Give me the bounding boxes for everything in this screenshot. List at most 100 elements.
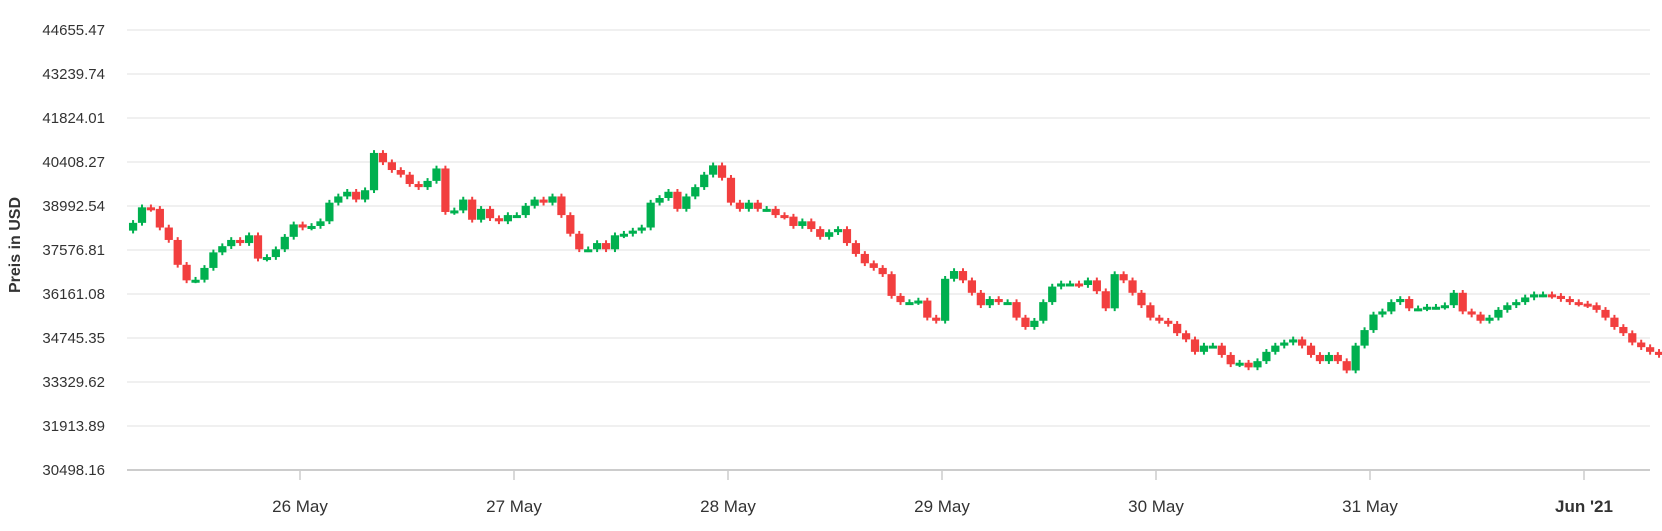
- candle-down: [1092, 277, 1101, 295]
- y-tick-label: 43239.74: [42, 66, 105, 83]
- y-tick-label: 36161.08: [42, 286, 105, 303]
- candle-body: [1271, 345, 1280, 352]
- candle-up: [271, 246, 280, 260]
- candle-up: [521, 202, 530, 218]
- candle-body: [396, 170, 405, 175]
- candle-up: [1253, 358, 1262, 371]
- candle-down: [1217, 342, 1226, 358]
- candle-down: [1458, 289, 1467, 315]
- candle-body: [1119, 274, 1128, 281]
- candle-body: [325, 202, 334, 222]
- candle-up: [137, 204, 147, 226]
- candle-up: [289, 221, 298, 240]
- candle-body: [896, 295, 905, 303]
- candle-up: [1521, 294, 1530, 305]
- candle-body: [1324, 354, 1333, 362]
- candle-down: [182, 262, 191, 284]
- candle-down: [842, 226, 852, 246]
- candle-body: [1485, 317, 1494, 321]
- candle-down: [1306, 342, 1316, 358]
- candle-body: [1440, 305, 1449, 309]
- candle-down: [1646, 344, 1655, 355]
- candle-up: [1048, 283, 1057, 305]
- candle-body: [307, 225, 316, 229]
- candle-body: [1458, 292, 1467, 312]
- candle-down: [1583, 300, 1592, 309]
- candle-body: [503, 215, 512, 222]
- candle-body: [262, 257, 272, 261]
- candle-up: [610, 232, 620, 253]
- candle-down: [1333, 352, 1342, 364]
- candle-body: [1190, 339, 1200, 352]
- y-tick-label: 34745.35: [42, 330, 105, 347]
- candle-body: [128, 222, 138, 231]
- candle-body: [566, 215, 575, 234]
- candle-down: [1119, 271, 1128, 284]
- candle-up: [1003, 299, 1012, 306]
- candle-down: [236, 237, 245, 246]
- candle-body: [387, 162, 396, 171]
- y-axis-tick-labels: 44655.47 43239.74 41824.01 40408.27 38992.54…: [42, 22, 105, 479]
- candle-body: [1646, 347, 1655, 352]
- candle-body: [477, 208, 486, 220]
- candle-body: [271, 249, 280, 258]
- candle-body: [1503, 305, 1512, 310]
- candle-up: [1324, 352, 1333, 364]
- candle-body: [200, 267, 209, 280]
- candle-up: [477, 206, 486, 223]
- candle-body: [1235, 362, 1244, 366]
- candle-body: [780, 215, 789, 219]
- candle-body: [405, 174, 414, 185]
- candle-body: [1422, 306, 1432, 310]
- candle-body: [878, 267, 887, 275]
- candle-body: [173, 239, 182, 265]
- candle-up: [646, 199, 655, 231]
- candle-body: [1253, 361, 1262, 368]
- candle-body: [735, 202, 745, 209]
- candle-down: [753, 199, 762, 212]
- candle-up: [227, 237, 236, 249]
- candle-up: [512, 212, 521, 219]
- candle-down: [1405, 296, 1414, 312]
- candle-body: [1396, 299, 1405, 303]
- candle-body: [1378, 311, 1387, 315]
- candle-body: [869, 263, 878, 268]
- candle-body: [1360, 330, 1369, 346]
- candle-up: [244, 232, 254, 246]
- candle-up: [1449, 289, 1458, 309]
- candle-body: [1128, 280, 1137, 293]
- candle-up: [459, 196, 468, 214]
- x-tick-label: 26 May: [272, 497, 328, 516]
- candle-body: [1262, 351, 1271, 362]
- candle-body: [673, 191, 682, 209]
- candle-body: [1226, 354, 1235, 365]
- candle-body: [182, 264, 191, 281]
- candle-down: [780, 212, 789, 220]
- candle-up: [307, 223, 316, 231]
- candle-down: [1619, 324, 1628, 336]
- candle-body: [450, 210, 459, 214]
- candle-up: [593, 240, 602, 253]
- candle-up: [619, 230, 628, 239]
- candle-up: [709, 162, 718, 178]
- candle-body: [494, 218, 504, 222]
- candle-body: [1405, 299, 1414, 309]
- candle-body: [949, 271, 959, 279]
- candle-up: [1262, 349, 1271, 364]
- candle-down: [789, 213, 798, 229]
- candle-down: [1556, 293, 1565, 302]
- candle-body: [958, 271, 968, 281]
- candle-body: [1181, 333, 1191, 340]
- x-tick-label: Jun '21: [1555, 497, 1613, 516]
- candle-body: [709, 165, 718, 175]
- candle-body: [1083, 280, 1093, 286]
- candle-down: [1128, 277, 1137, 296]
- candle-up: [503, 212, 512, 225]
- candle-body: [744, 202, 753, 209]
- candle-body: [352, 191, 361, 200]
- candle-body: [512, 215, 521, 219]
- candle-up: [833, 226, 843, 235]
- candle-down: [298, 221, 307, 231]
- candle-down: [468, 196, 477, 223]
